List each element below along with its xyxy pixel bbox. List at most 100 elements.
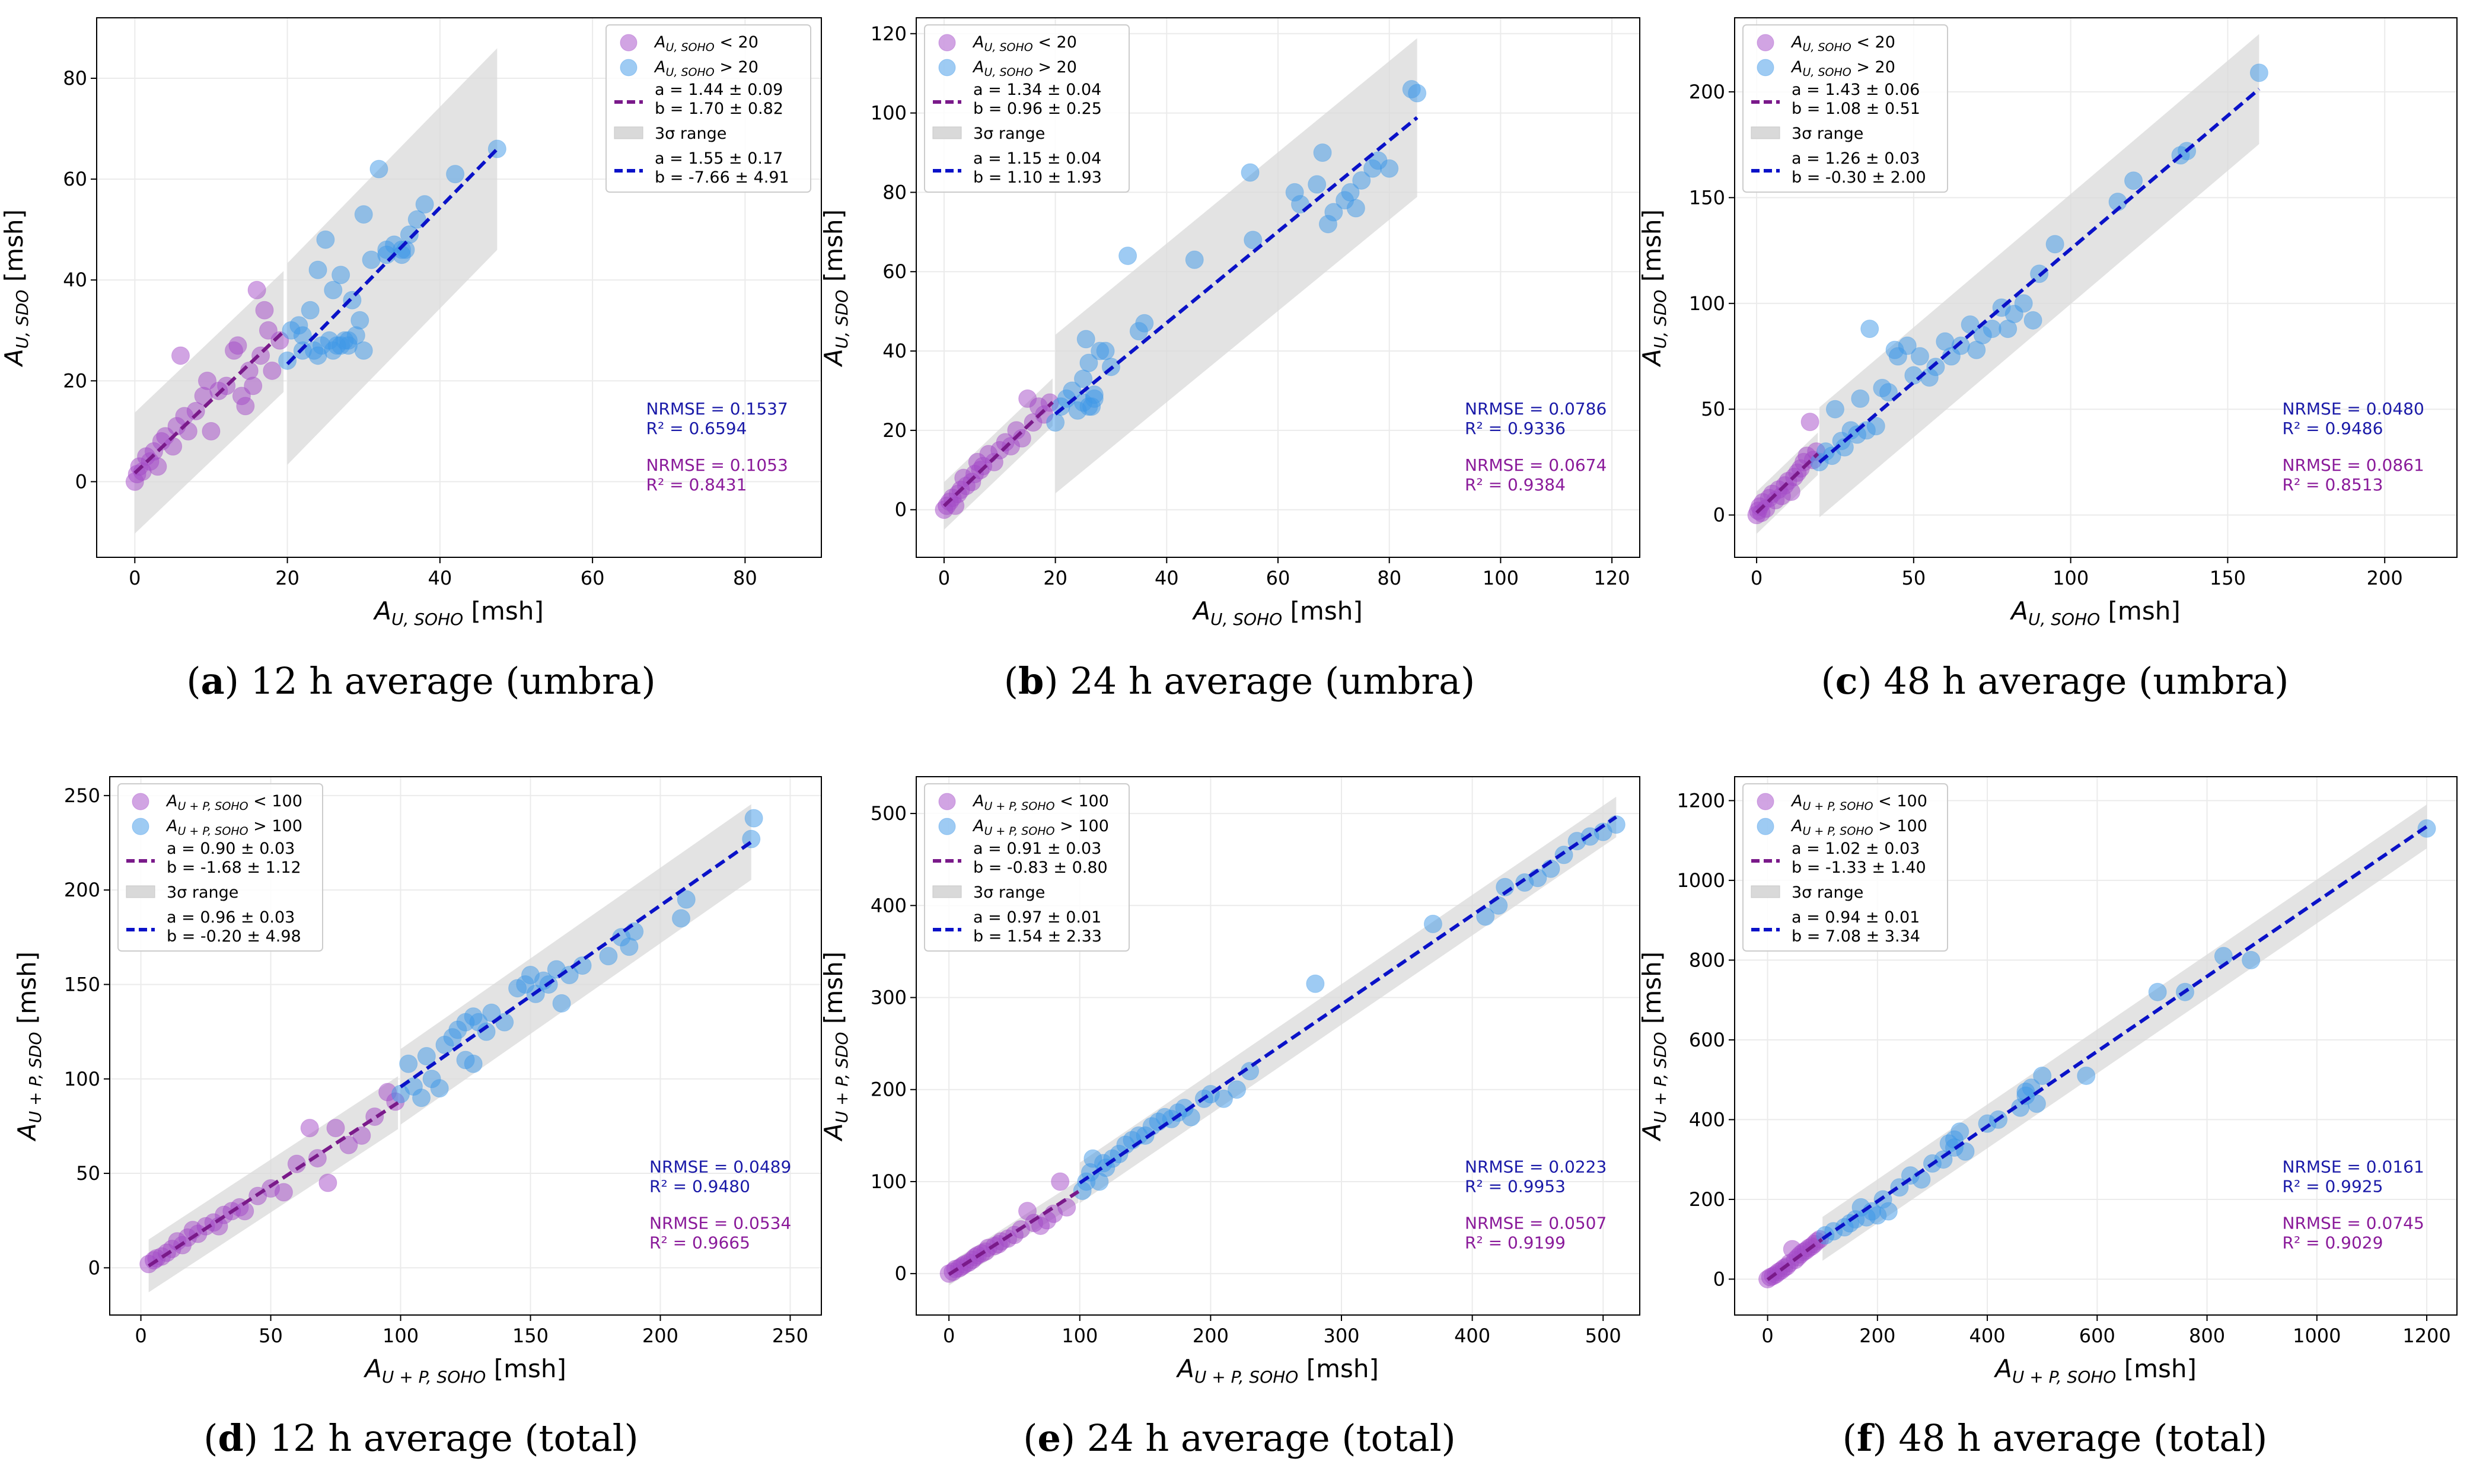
caption-open-paren: ( [1821, 659, 1835, 703]
y-tick-label: 50 [1701, 398, 1725, 420]
legend-band-label: 3σ range [1792, 883, 1863, 902]
legend-label-high: AU, SOHO > 20 [654, 58, 758, 79]
legend-frame [1742, 24, 1948, 193]
y-axis-label-main: A [819, 349, 848, 368]
x-axis-label-main: A [1993, 1354, 2012, 1383]
data-point-high [1554, 845, 1573, 864]
legend-high-a: a = 0.97 ± 0.01 [973, 908, 1101, 927]
x-axis-label: AU, SOHO [msh] [372, 596, 543, 629]
y-tick-label: 100 [64, 1068, 100, 1090]
y-tick-label: 0 [88, 1256, 100, 1279]
x-axis-label: AU + P, SOHO [msh] [363, 1354, 566, 1387]
legend-high-a: a = 0.94 ± 0.01 [1792, 908, 1920, 927]
data-point-high [672, 909, 691, 928]
y-axis-label: AU, SDO [msh] [0, 209, 32, 368]
stats-low-nrmse: NRMSE = 0.0674 [1465, 455, 1607, 475]
legend-band-swatch [932, 885, 962, 898]
y-axis-label: AU, SDO [msh] [819, 209, 852, 368]
legend-marker-high [938, 818, 956, 835]
axes-frame [1734, 776, 2458, 1316]
data-point-high [417, 1047, 436, 1066]
y-tick-label: 200 [1689, 1188, 1725, 1211]
data-point-low [1800, 413, 1819, 432]
data-point-high [430, 1079, 449, 1098]
legend-high-a: a = 0.96 ± 0.03 [167, 908, 295, 927]
x-tick-label: 20 [275, 567, 299, 589]
axes-frame [96, 17, 822, 558]
data-point-high [2077, 1066, 2096, 1085]
y-axis-label-main: A [819, 1123, 848, 1142]
y-tick-label: 400 [871, 894, 907, 917]
y-axis-label-sub: U + P, SDO [1650, 1032, 1670, 1123]
data-point-high [1866, 417, 1885, 436]
data-point-high [412, 1089, 431, 1108]
fit-line-high [1054, 116, 1419, 416]
y-tick-label: 0 [895, 499, 907, 521]
caption-close-paren: ) [225, 659, 239, 703]
y-tick-label: 1200 [1677, 789, 1725, 812]
y-tick-label: 100 [871, 102, 907, 125]
legend-frame [605, 24, 811, 193]
legend-band-swatch [126, 885, 155, 898]
data-point-high [1825, 400, 1844, 419]
y-tick-label: 1000 [1677, 869, 1725, 892]
data-point-high [2045, 235, 2064, 254]
legend-frame [924, 24, 1130, 193]
stats-low-r2: R² = 0.9199 [1465, 1233, 1566, 1252]
x-axis-label-unit: [msh] [486, 1354, 566, 1383]
fit-line-low [942, 401, 1054, 508]
y-tick-label: 150 [64, 973, 100, 995]
data-point-high [2249, 63, 2268, 82]
x-axis-label-sub: U + P, SOHO [1194, 1367, 1299, 1387]
y-axis-label-unit: [msh] [12, 952, 42, 1032]
data-point-low [202, 422, 221, 441]
legend-label-low-main: A [1790, 792, 1802, 810]
x-tick-label: 120 [1594, 567, 1630, 589]
caption-open-paren: ( [1004, 659, 1018, 703]
data-point-low [263, 361, 282, 380]
data-point-high [1822, 446, 1841, 465]
panel-caption: (c) 48 h average (umbra) [1821, 659, 2289, 703]
x-axis-label-main: A [372, 596, 391, 625]
legend-label-high-sub: U + P, SOHO [177, 825, 248, 838]
data-point-high [1408, 84, 1427, 103]
data-point-high [1076, 330, 1095, 349]
caption-close-paren: ) [1873, 1416, 1887, 1460]
data-point-high [552, 994, 571, 1013]
y-axis-label-sub: U, SDO [12, 290, 32, 349]
x-tick-label: 150 [512, 1325, 549, 1347]
legend-label-low-main: A [972, 792, 984, 810]
data-point-high [477, 1022, 496, 1041]
x-tick-label: 40 [1155, 567, 1179, 589]
data-point-high [415, 195, 434, 214]
x-tick-label: 800 [2189, 1325, 2225, 1347]
y-tick-label: 600 [1689, 1029, 1725, 1051]
x-tick-label: 1000 [2293, 1325, 2341, 1347]
y-tick-label: 40 [63, 269, 87, 291]
legend-high-b: b = 1.54 ± 2.33 [973, 927, 1102, 946]
y-tick-label: 200 [1689, 81, 1725, 103]
y-axis-label-unit: [msh] [1637, 952, 1666, 1032]
x-tick-label: 100 [2053, 567, 2089, 589]
stats-high-r2: R² = 0.6594 [646, 419, 747, 438]
x-axis-label: AU + P, SOHO [msh] [1993, 1354, 2197, 1387]
x-tick-label: 400 [1454, 1325, 1490, 1347]
legend-marker-low [1757, 793, 1774, 810]
legend-frame [924, 783, 1130, 952]
y-tick-label: 800 [1689, 949, 1725, 971]
stats-high-nrmse: NRMSE = 0.0161 [2283, 1157, 2424, 1176]
x-tick-label: 200 [2367, 567, 2403, 589]
legend-label-low: AU, SOHO < 20 [972, 33, 1077, 54]
legend-band-label: 3σ range [973, 883, 1045, 902]
sigma-band-high [1822, 805, 2427, 1261]
fit-line-low [1766, 1238, 1824, 1281]
x-axis-label-unit: [msh] [463, 596, 544, 625]
legend-marker-low [1757, 34, 1774, 52]
legend-label-high-main: A [1790, 58, 1802, 76]
legend-label-low-main: A [972, 33, 984, 52]
legend-label-low-sub: U + P, SOHO [177, 800, 248, 813]
legend-band-label: 3σ range [655, 125, 726, 143]
